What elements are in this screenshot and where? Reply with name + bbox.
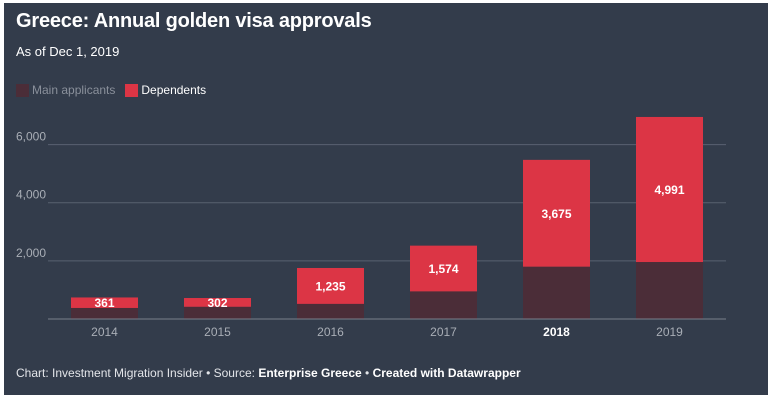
x-tick-label-2017: 2017 [430, 325, 457, 339]
footer-credit: Created with Datawrapper [372, 366, 521, 380]
data-label-2014: 361 [94, 296, 114, 310]
bar-chart: 2,000 4,000 6,000 361 2014 302 2015 1,235 2016 1,… [16, 116, 726, 339]
y-tick-label-6000: 6,000 [16, 130, 46, 144]
x-tick-label-2014: 2014 [91, 325, 118, 339]
x-tick-label-2018: 2018 [543, 325, 570, 339]
legend: Main applicants Dependents [16, 83, 216, 97]
footer-separator: • [361, 366, 373, 380]
bar-dependents-2019 [636, 116, 703, 263]
bar-main-applicants-2014 [71, 307, 138, 319]
bar-main-applicants-2015 [184, 306, 251, 319]
bar-main-applicants-2018 [523, 266, 590, 319]
data-label-2018: 3,675 [541, 207, 571, 221]
bar-dependents-2014 [71, 297, 138, 308]
legend-swatch-main-applicants [16, 83, 29, 97]
bar-dependents-2015 [184, 298, 251, 307]
chart-title: Greece: Annual golden visa approvals [16, 10, 372, 32]
data-label-2019: 4,991 [654, 183, 684, 197]
data-label-2015: 302 [207, 296, 227, 310]
chart-subtitle: As of Dec 1, 2019 [16, 44, 120, 59]
bar-main-applicants-2017 [410, 291, 477, 319]
legend-label-main-applicants: Main applicants [32, 83, 116, 97]
footer-source: Enterprise Greece [258, 366, 362, 380]
y-tick-label-2000: 2,000 [16, 246, 46, 260]
data-label-2016: 1,235 [315, 279, 345, 293]
x-tick-label-2016: 2016 [317, 325, 344, 339]
chart-card: Greece: Annual golden visa approvals As … [4, 3, 768, 395]
y-tick-label-4000: 4,000 [16, 188, 46, 202]
bar-dependents-2016 [297, 267, 364, 304]
data-label-2017: 1,574 [428, 262, 458, 276]
x-tick-label-2019: 2019 [656, 325, 683, 339]
bar-dependents-2018 [523, 159, 590, 267]
legend-label-dependents: Dependents [141, 83, 207, 97]
bar-dependents-2017 [410, 245, 477, 292]
legend-swatch-dependents [125, 83, 139, 97]
footer-prefix: Chart: Investment Migration Insider • So… [16, 366, 259, 380]
chart-footer: Chart: Investment Migration Insider • So… [16, 366, 521, 380]
legend-item-dependents: Dependents [125, 83, 206, 97]
bar-main-applicants-2016 [297, 303, 364, 319]
x-tick-label-2015: 2015 [204, 325, 231, 339]
bar-main-applicants-2019 [636, 262, 703, 319]
legend-item-main-applicants: Main applicants [16, 83, 115, 97]
